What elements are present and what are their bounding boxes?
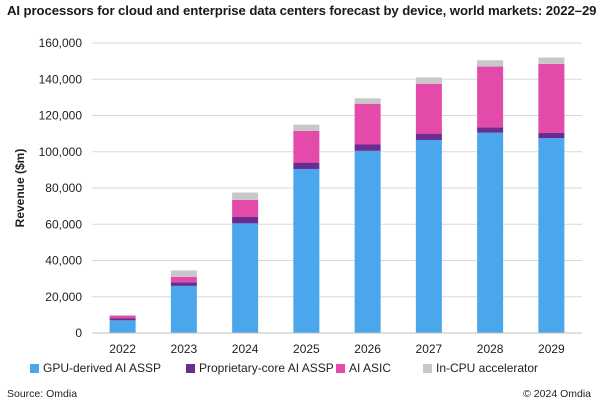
bar-segment	[109, 320, 136, 333]
bar-segment	[293, 130, 320, 163]
bar-segment	[293, 168, 320, 333]
bar-segment	[354, 103, 381, 145]
bar-segment	[232, 199, 259, 217]
bar-segment	[354, 150, 381, 333]
bar-segment	[170, 276, 197, 283]
legend-swatch	[30, 364, 39, 373]
bar-segment	[415, 139, 442, 333]
source-note: Source: Omdia	[7, 388, 78, 400]
bar-segment	[170, 282, 197, 286]
bar-segment	[415, 133, 442, 140]
y-tick-label: 40,000	[45, 254, 82, 268]
copyright-note: © 2024 Omdia	[523, 388, 591, 400]
bar-segment	[109, 318, 136, 321]
x-tick-label: 2026	[354, 342, 381, 356]
legend-swatch	[186, 364, 195, 373]
legend-label: In-CPU accelerator	[436, 361, 538, 375]
bar-segment	[415, 77, 442, 84]
legend-label: GPU-derived AI ASSP	[43, 361, 161, 375]
bar-segment	[232, 192, 259, 200]
bar-segment	[170, 270, 197, 277]
x-tick-label: 2024	[232, 342, 259, 356]
bar-segment	[538, 138, 565, 333]
bar-segment	[477, 127, 504, 133]
bar-segment	[538, 132, 565, 139]
bar-segment	[477, 60, 504, 67]
bar-segment	[415, 83, 442, 134]
bar-segment	[293, 124, 320, 131]
bar-segment	[109, 314, 136, 316]
bar-segment	[354, 98, 381, 104]
bar-segment	[293, 162, 320, 169]
legend-swatch	[423, 364, 432, 373]
y-tick-label: 120,000	[39, 109, 83, 123]
bar-segment	[354, 144, 381, 151]
chart-title: AI processors for cloud and enterprise d…	[7, 3, 597, 18]
legend-swatch	[336, 364, 345, 373]
y-tick-label: 80,000	[45, 181, 82, 195]
bar-segment	[477, 66, 504, 128]
y-tick-label: 20,000	[45, 290, 82, 304]
y-tick-label: 160,000	[39, 36, 83, 50]
x-tick-label: 2022	[109, 342, 136, 356]
x-tick-label: 2023	[171, 342, 198, 356]
legend-label: AI ASIC	[349, 361, 391, 375]
bar-segment	[538, 63, 565, 133]
bar-segment	[109, 315, 136, 319]
x-tick-label: 2029	[538, 342, 565, 356]
y-tick-label: 0	[75, 326, 82, 340]
bar-segment	[477, 132, 504, 333]
y-tick-label: 140,000	[39, 72, 83, 86]
x-tick-label: 2027	[416, 342, 443, 356]
bar-segment	[232, 217, 259, 224]
y-tick-label: 60,000	[45, 217, 82, 231]
bar-segment	[170, 285, 197, 333]
bar-segment	[538, 57, 565, 64]
legend-label: Proprietary-core AI ASSP	[199, 361, 334, 375]
bar-segment	[232, 223, 259, 333]
y-axis-title: Revenue ($m)	[13, 149, 27, 228]
y-tick-label: 100,000	[39, 145, 83, 159]
x-tick-label: 2028	[477, 342, 504, 356]
x-tick-label: 2025	[293, 342, 320, 356]
